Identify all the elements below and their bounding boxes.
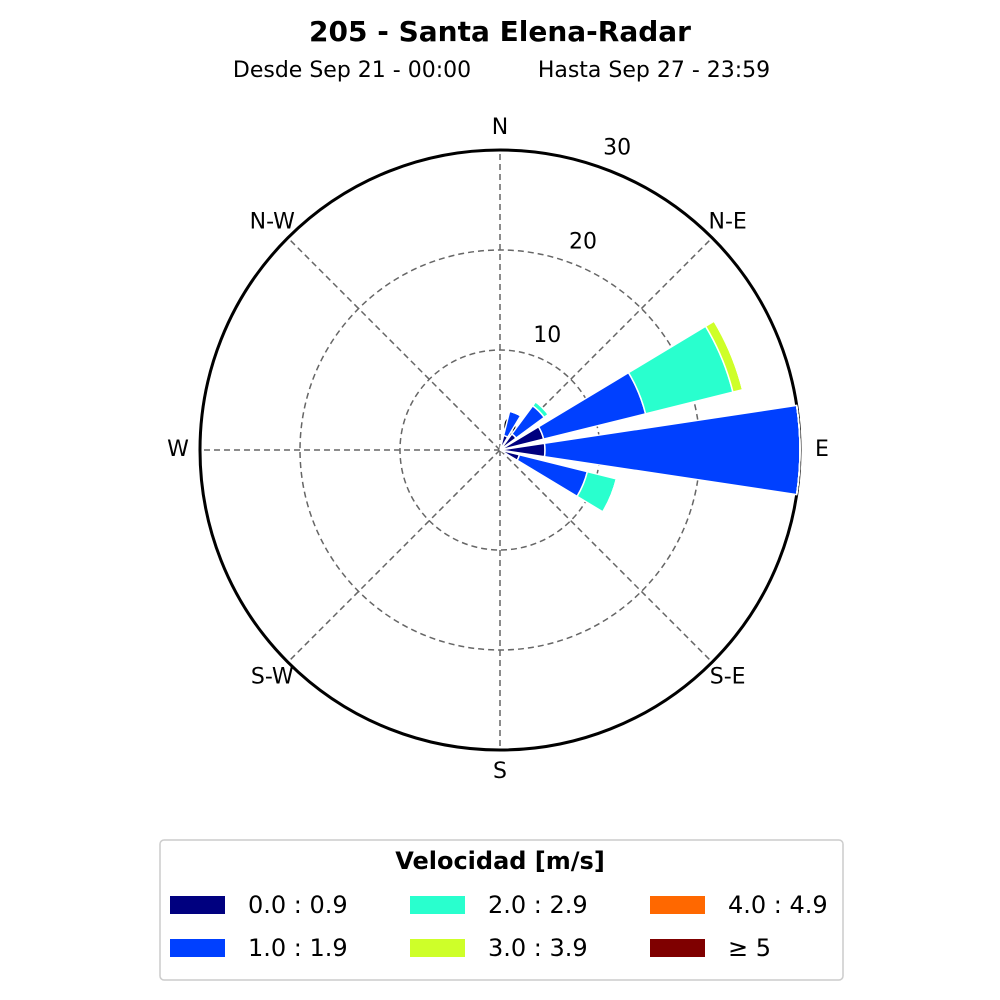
legend-swatch [170,896,225,914]
legend-swatch [650,939,705,957]
legend-swatch [410,939,465,957]
legend-swatch [650,896,705,914]
direction-label: S-W [251,665,294,690]
direction-label: N-E [709,209,747,234]
r-tick-label: 20 [569,230,597,255]
direction-label: W [167,437,189,462]
legend-label: 2.0 : 2.9 [488,891,588,919]
wind-sector [602,478,618,513]
direction-label: N-W [250,209,296,234]
direction-label: E [815,437,829,462]
subtitle: Desde Sep 21 - 00:00 [233,58,471,83]
r-tick-label: 10 [533,323,561,348]
legend-label: 4.0 : 4.9 [728,891,828,919]
legend-label: ≥ 5 [728,934,771,962]
direction-label: S [493,759,507,784]
legend-label: 3.0 : 3.9 [488,934,588,962]
legend-title: Velocidad [m/s] [395,847,605,875]
legend-label: 0.0 : 0.9 [248,891,348,919]
legend-swatch [170,939,225,957]
r-tick-label: 30 [603,136,631,161]
direction-label: N [492,115,508,140]
legend-swatch [410,896,465,914]
legend-label: 1.0 : 1.9 [248,934,348,962]
chart-title: 205 - Santa Elena-Radar [309,15,691,48]
wind-sector [713,320,744,390]
direction-label: S-E [710,665,746,690]
spoke [287,237,501,451]
spoke [287,449,501,663]
subtitle: Hasta Sep 27 - 23:59 [538,58,770,83]
spoke [499,449,713,663]
wind-sector [509,410,522,417]
wind-sector [537,371,647,441]
